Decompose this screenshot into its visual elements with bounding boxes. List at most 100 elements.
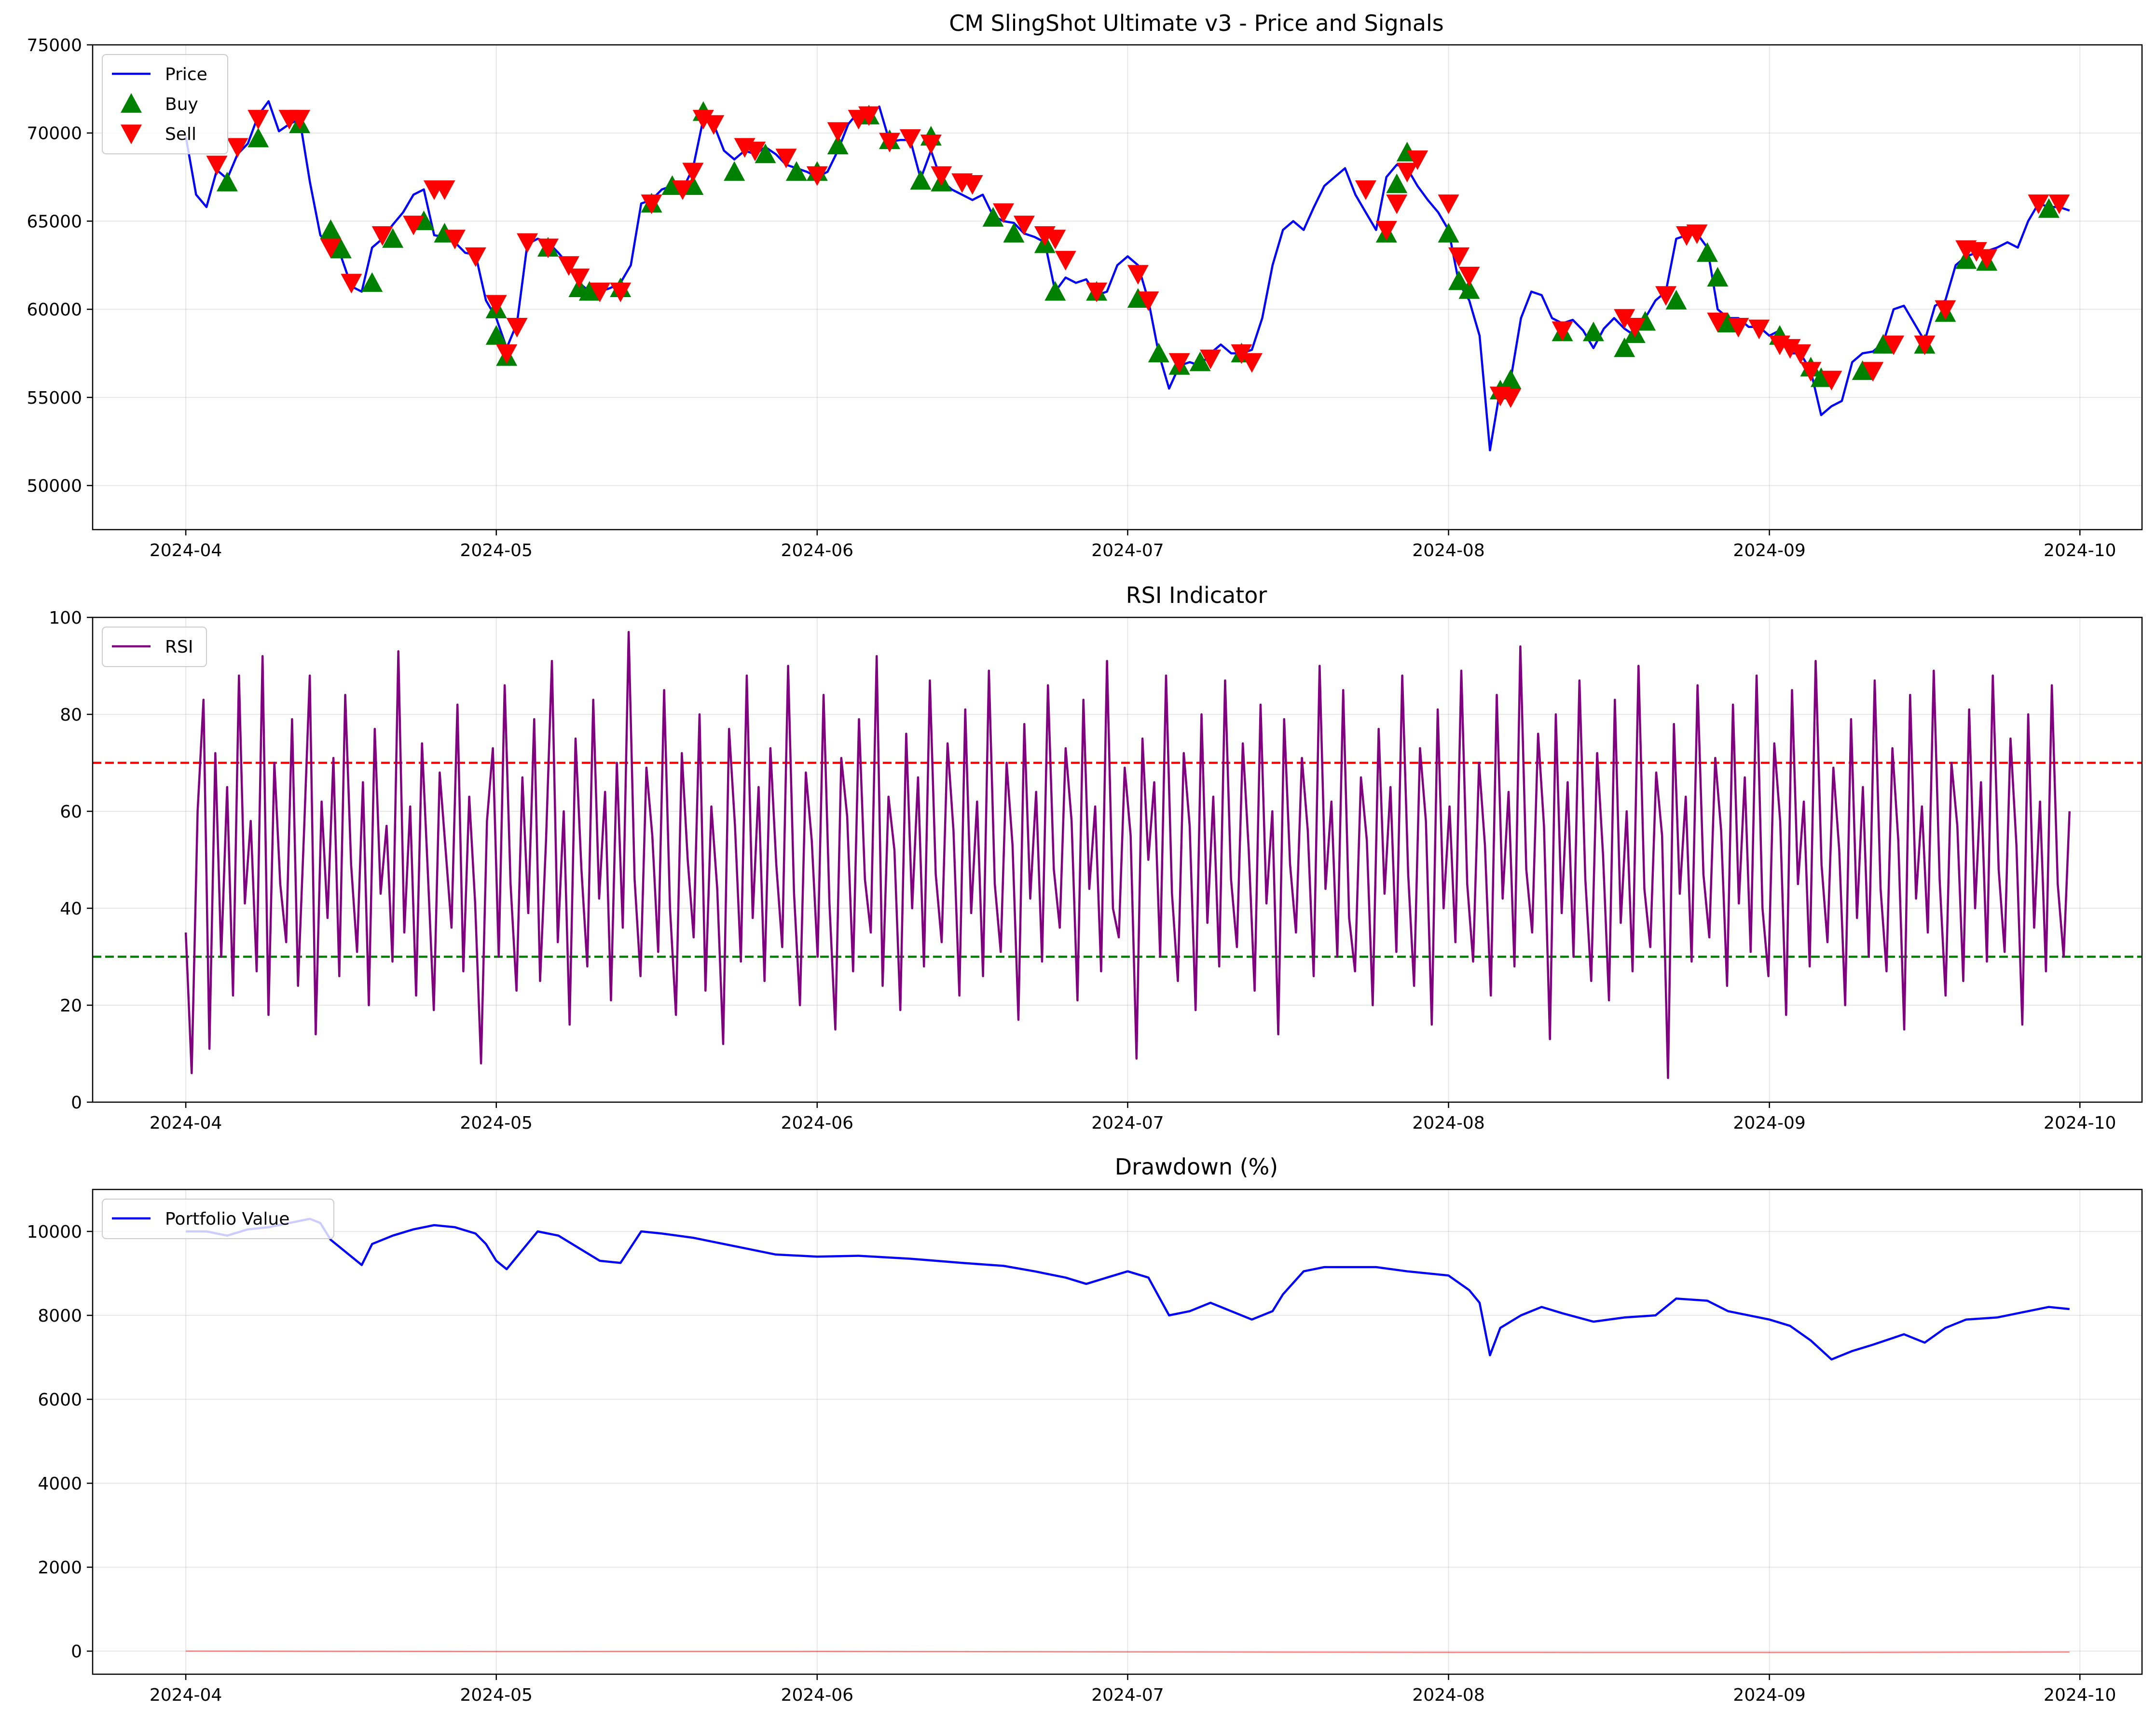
sell-signal-marker: [993, 203, 1014, 223]
y-tick-label: 60: [60, 802, 82, 822]
x-tick-label: 2024-08: [1412, 541, 1484, 560]
sell-signal-marker: [1086, 282, 1108, 302]
buy-signal-marker: [755, 143, 776, 164]
sell-signal-marker: [1976, 249, 1998, 269]
sell-signal-marker: [1375, 221, 1397, 241]
x-tick-label: 2024-07: [1091, 541, 1164, 560]
sell-signal-marker: [879, 133, 900, 152]
sell-signal-marker: [1821, 370, 1842, 391]
sell-signal-marker: [641, 194, 662, 214]
y-tick-label: 75000: [27, 36, 82, 55]
sell-signal-marker: [1044, 230, 1066, 249]
y-tick-label: 10000: [27, 1222, 82, 1242]
buy-signal-marker: [382, 228, 404, 248]
drawdown-panel: Drawdown (%) 2024-04 2024-05 2024-06 2024-0…: [27, 1154, 2143, 1705]
legend-sell-swatch: [121, 124, 142, 144]
sell-signal-marker: [1241, 353, 1263, 373]
buy-signal-marker: [216, 172, 238, 191]
axes-frame: [92, 616, 2143, 1103]
y-tick-label: 80: [60, 705, 82, 725]
price-signals-panel: CM SlingShot Ultimate v3 - Price and Sig…: [27, 10, 2143, 560]
buy-signal-marker: [1810, 367, 1832, 387]
x-tick-label: 2024-09: [1733, 1113, 1805, 1133]
sell-signal-marker: [1138, 291, 1159, 311]
x-tick-label: 2024-10: [2044, 1685, 2116, 1705]
sell-signal-marker: [858, 106, 880, 126]
x-tick-label: 2024-05: [460, 1113, 533, 1133]
sell-signal-marker: [1168, 353, 1190, 373]
drawdown-line: [186, 1650, 2070, 1653]
buy-signal-marker: [485, 325, 507, 345]
x-tick-label: 2024-06: [781, 1685, 853, 1705]
buy-signal-marker: [1044, 281, 1066, 301]
y-tick-label: 4000: [38, 1474, 82, 1494]
x-tick-label: 2024-08: [1412, 1685, 1484, 1705]
buy-signal-marker: [1696, 242, 1718, 262]
sell-signal-marker: [1655, 286, 1677, 306]
x-tick-label: 2024-06: [781, 541, 853, 560]
sell-signal-marker: [961, 175, 983, 195]
x-tick-label: 2024-06: [781, 1113, 853, 1133]
sell-signal-marker: [703, 115, 725, 135]
sell-signal-marker: [444, 230, 466, 249]
x-tick-label: 2024-10: [2044, 1113, 2116, 1133]
sell-signal-marker: [403, 216, 425, 235]
legend-price-label: Price: [165, 65, 207, 84]
buy-signal-marker: [330, 238, 352, 259]
buy-signal-marker: [578, 281, 600, 301]
buy-signal-marker: [320, 219, 342, 239]
x-tick-label: 2024-09: [1733, 541, 1805, 560]
sell-signal-marker: [1055, 251, 1076, 271]
buy-signal-marker: [1438, 223, 1459, 243]
buy-signal-marker: [1448, 270, 1469, 290]
sell-signal-marker: [775, 149, 797, 168]
sell-signal-marker: [1748, 319, 1770, 340]
y-tick-label: 6000: [38, 1390, 82, 1410]
sell-signal-marker: [1127, 265, 1149, 285]
sell-signal-marker: [1200, 349, 1222, 369]
sell-signal-marker: [1800, 362, 1822, 382]
buy-signal-marker: [2038, 198, 2060, 218]
x-tick-label: 2024-09: [1733, 1685, 1805, 1705]
y-tick-label: 8000: [38, 1306, 82, 1326]
legend-portfolio-value-label: Portfolio Value: [165, 1209, 289, 1229]
sell-signal-marker: [247, 109, 269, 130]
y-tick-label: 40: [60, 899, 82, 919]
axes-frame: [92, 44, 2143, 531]
buy-signal-marker: [1852, 360, 1873, 380]
x-tick-label: 2024-10: [2044, 541, 2116, 560]
sell-signal-marker: [537, 238, 559, 259]
legend-rsi-label: RSI: [165, 637, 193, 657]
x-tick-label: 2024-04: [150, 1685, 222, 1705]
buy-signal-marker: [361, 272, 383, 292]
buy-signal-marker: [827, 135, 849, 155]
buy-signal-marker: [785, 161, 807, 181]
sell-signal-marker: [1707, 313, 1729, 332]
sell-signal-marker: [485, 295, 507, 315]
sell-signal-marker: [227, 138, 248, 158]
sell-signal-marker: [289, 109, 311, 130]
y-tick-label: 0: [71, 1093, 82, 1113]
drawdown-panel-title: Drawdown (%): [1115, 1154, 1278, 1180]
rsi-panel-title: RSI Indicator: [1126, 582, 1267, 608]
buy-signal-marker: [1189, 351, 1211, 371]
sell-signal-marker: [1438, 194, 1459, 214]
x-tick-label: 2024-04: [150, 1113, 222, 1133]
sell-signal-marker: [1552, 321, 1573, 341]
buy-signal-marker: [1872, 334, 1894, 354]
y-tick-label: 55000: [27, 388, 82, 408]
y-tick-label: 0: [71, 1642, 82, 1662]
legend-box: [102, 627, 207, 667]
sell-signal-marker: [1686, 224, 1708, 245]
y-tick-label: 70000: [27, 124, 82, 144]
buy-signal-marker: [1148, 342, 1169, 363]
y-tick-label: 2000: [38, 1558, 82, 1578]
sell-signal-marker: [1728, 318, 1749, 338]
buy-signal-marker: [1582, 321, 1604, 341]
y-tick-label: 20: [60, 996, 82, 1016]
buy-signal-marker: [1127, 288, 1149, 308]
sell-signal-marker: [371, 226, 393, 246]
sell-signal-marker: [1790, 344, 1811, 364]
